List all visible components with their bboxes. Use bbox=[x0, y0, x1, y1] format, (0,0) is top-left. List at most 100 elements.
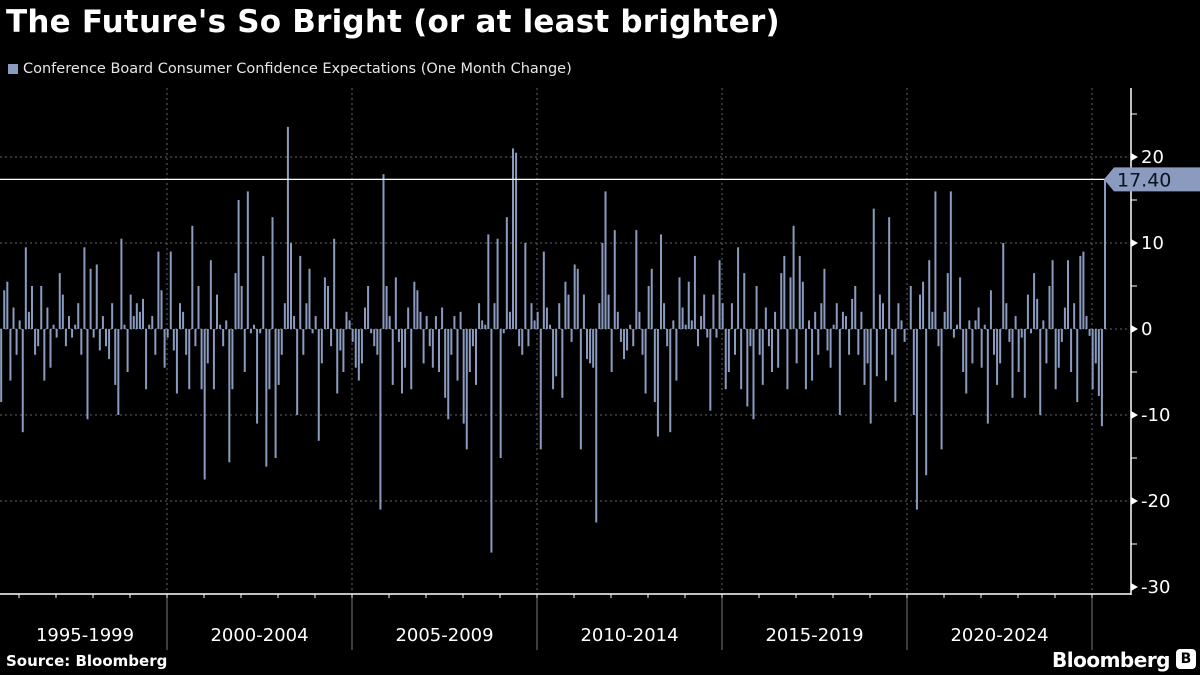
bar bbox=[1063, 307, 1066, 329]
bar bbox=[749, 329, 752, 347]
bar bbox=[444, 329, 447, 398]
bar bbox=[95, 264, 98, 329]
bar bbox=[453, 316, 456, 329]
bar bbox=[484, 324, 487, 329]
bar bbox=[83, 247, 86, 329]
bar bbox=[798, 255, 801, 329]
bar bbox=[521, 329, 524, 355]
bar bbox=[388, 316, 391, 329]
bar bbox=[296, 329, 299, 415]
bar bbox=[882, 303, 884, 329]
bar bbox=[61, 294, 64, 329]
bar bbox=[1104, 179, 1106, 329]
bar bbox=[419, 311, 422, 329]
bar bbox=[878, 294, 881, 329]
bar bbox=[80, 329, 83, 355]
bar bbox=[666, 329, 669, 347]
y-tick-label: 0 bbox=[1141, 319, 1152, 340]
bar bbox=[937, 329, 940, 347]
bar bbox=[431, 329, 434, 368]
bar bbox=[693, 255, 696, 329]
bar bbox=[182, 311, 185, 329]
bar bbox=[598, 303, 601, 329]
bar bbox=[542, 251, 545, 329]
bar bbox=[166, 329, 169, 338]
bar bbox=[962, 329, 965, 372]
bar bbox=[154, 329, 157, 355]
bar bbox=[1060, 329, 1063, 342]
bar bbox=[940, 329, 943, 450]
bar bbox=[767, 329, 770, 347]
bar bbox=[117, 329, 120, 415]
bar bbox=[191, 225, 194, 329]
bar bbox=[949, 191, 952, 329]
bar bbox=[323, 277, 326, 329]
bar bbox=[1017, 329, 1020, 372]
bar bbox=[401, 329, 403, 394]
bar bbox=[709, 329, 712, 411]
bar bbox=[1033, 273, 1036, 329]
bar bbox=[663, 303, 666, 329]
bar bbox=[660, 234, 662, 329]
bar bbox=[1048, 286, 1051, 329]
bar bbox=[1070, 329, 1073, 372]
bar bbox=[903, 329, 906, 342]
bar bbox=[530, 303, 533, 329]
bar bbox=[518, 329, 521, 347]
bar bbox=[416, 290, 419, 329]
bar bbox=[727, 329, 730, 372]
bar bbox=[721, 303, 724, 329]
bar bbox=[804, 329, 807, 390]
bar bbox=[623, 329, 625, 360]
bar bbox=[456, 329, 459, 381]
bar bbox=[946, 273, 949, 329]
bar bbox=[379, 329, 382, 510]
bar bbox=[1005, 303, 1008, 329]
bar bbox=[135, 303, 138, 329]
bar bbox=[212, 329, 215, 390]
bar bbox=[579, 329, 582, 450]
legend-swatch bbox=[8, 64, 18, 74]
bar bbox=[897, 303, 900, 329]
bar bbox=[151, 316, 154, 329]
bar bbox=[718, 260, 721, 329]
bar bbox=[986, 329, 989, 424]
bar bbox=[132, 316, 135, 329]
bar bbox=[576, 268, 579, 329]
bar bbox=[351, 329, 354, 342]
bar bbox=[875, 329, 878, 377]
y-tick-marker bbox=[1131, 497, 1138, 505]
bar bbox=[573, 264, 576, 329]
bar bbox=[262, 255, 265, 329]
bar bbox=[845, 316, 847, 329]
bar bbox=[752, 329, 755, 420]
bar bbox=[533, 320, 536, 329]
bar bbox=[34, 329, 37, 355]
bar bbox=[792, 225, 795, 329]
bar bbox=[71, 329, 74, 338]
bar bbox=[1042, 320, 1045, 329]
bar bbox=[601, 243, 604, 329]
bar bbox=[1039, 329, 1042, 415]
bar bbox=[142, 298, 144, 329]
bar bbox=[283, 303, 286, 329]
bar bbox=[280, 329, 283, 355]
bar bbox=[413, 281, 416, 329]
bar bbox=[789, 277, 792, 329]
bar bbox=[515, 152, 518, 329]
bar bbox=[428, 329, 431, 347]
bar bbox=[783, 255, 786, 329]
bar bbox=[407, 307, 410, 329]
bar bbox=[952, 329, 955, 338]
bar bbox=[1030, 329, 1032, 334]
y-tick-label: -30 bbox=[1141, 577, 1170, 598]
bar bbox=[422, 329, 425, 364]
bar bbox=[746, 329, 749, 407]
bar bbox=[354, 329, 357, 368]
bar bbox=[564, 281, 567, 329]
bar bbox=[101, 316, 104, 329]
bar bbox=[647, 286, 650, 329]
bar bbox=[925, 329, 928, 476]
bar bbox=[829, 329, 832, 368]
bar bbox=[888, 217, 891, 329]
